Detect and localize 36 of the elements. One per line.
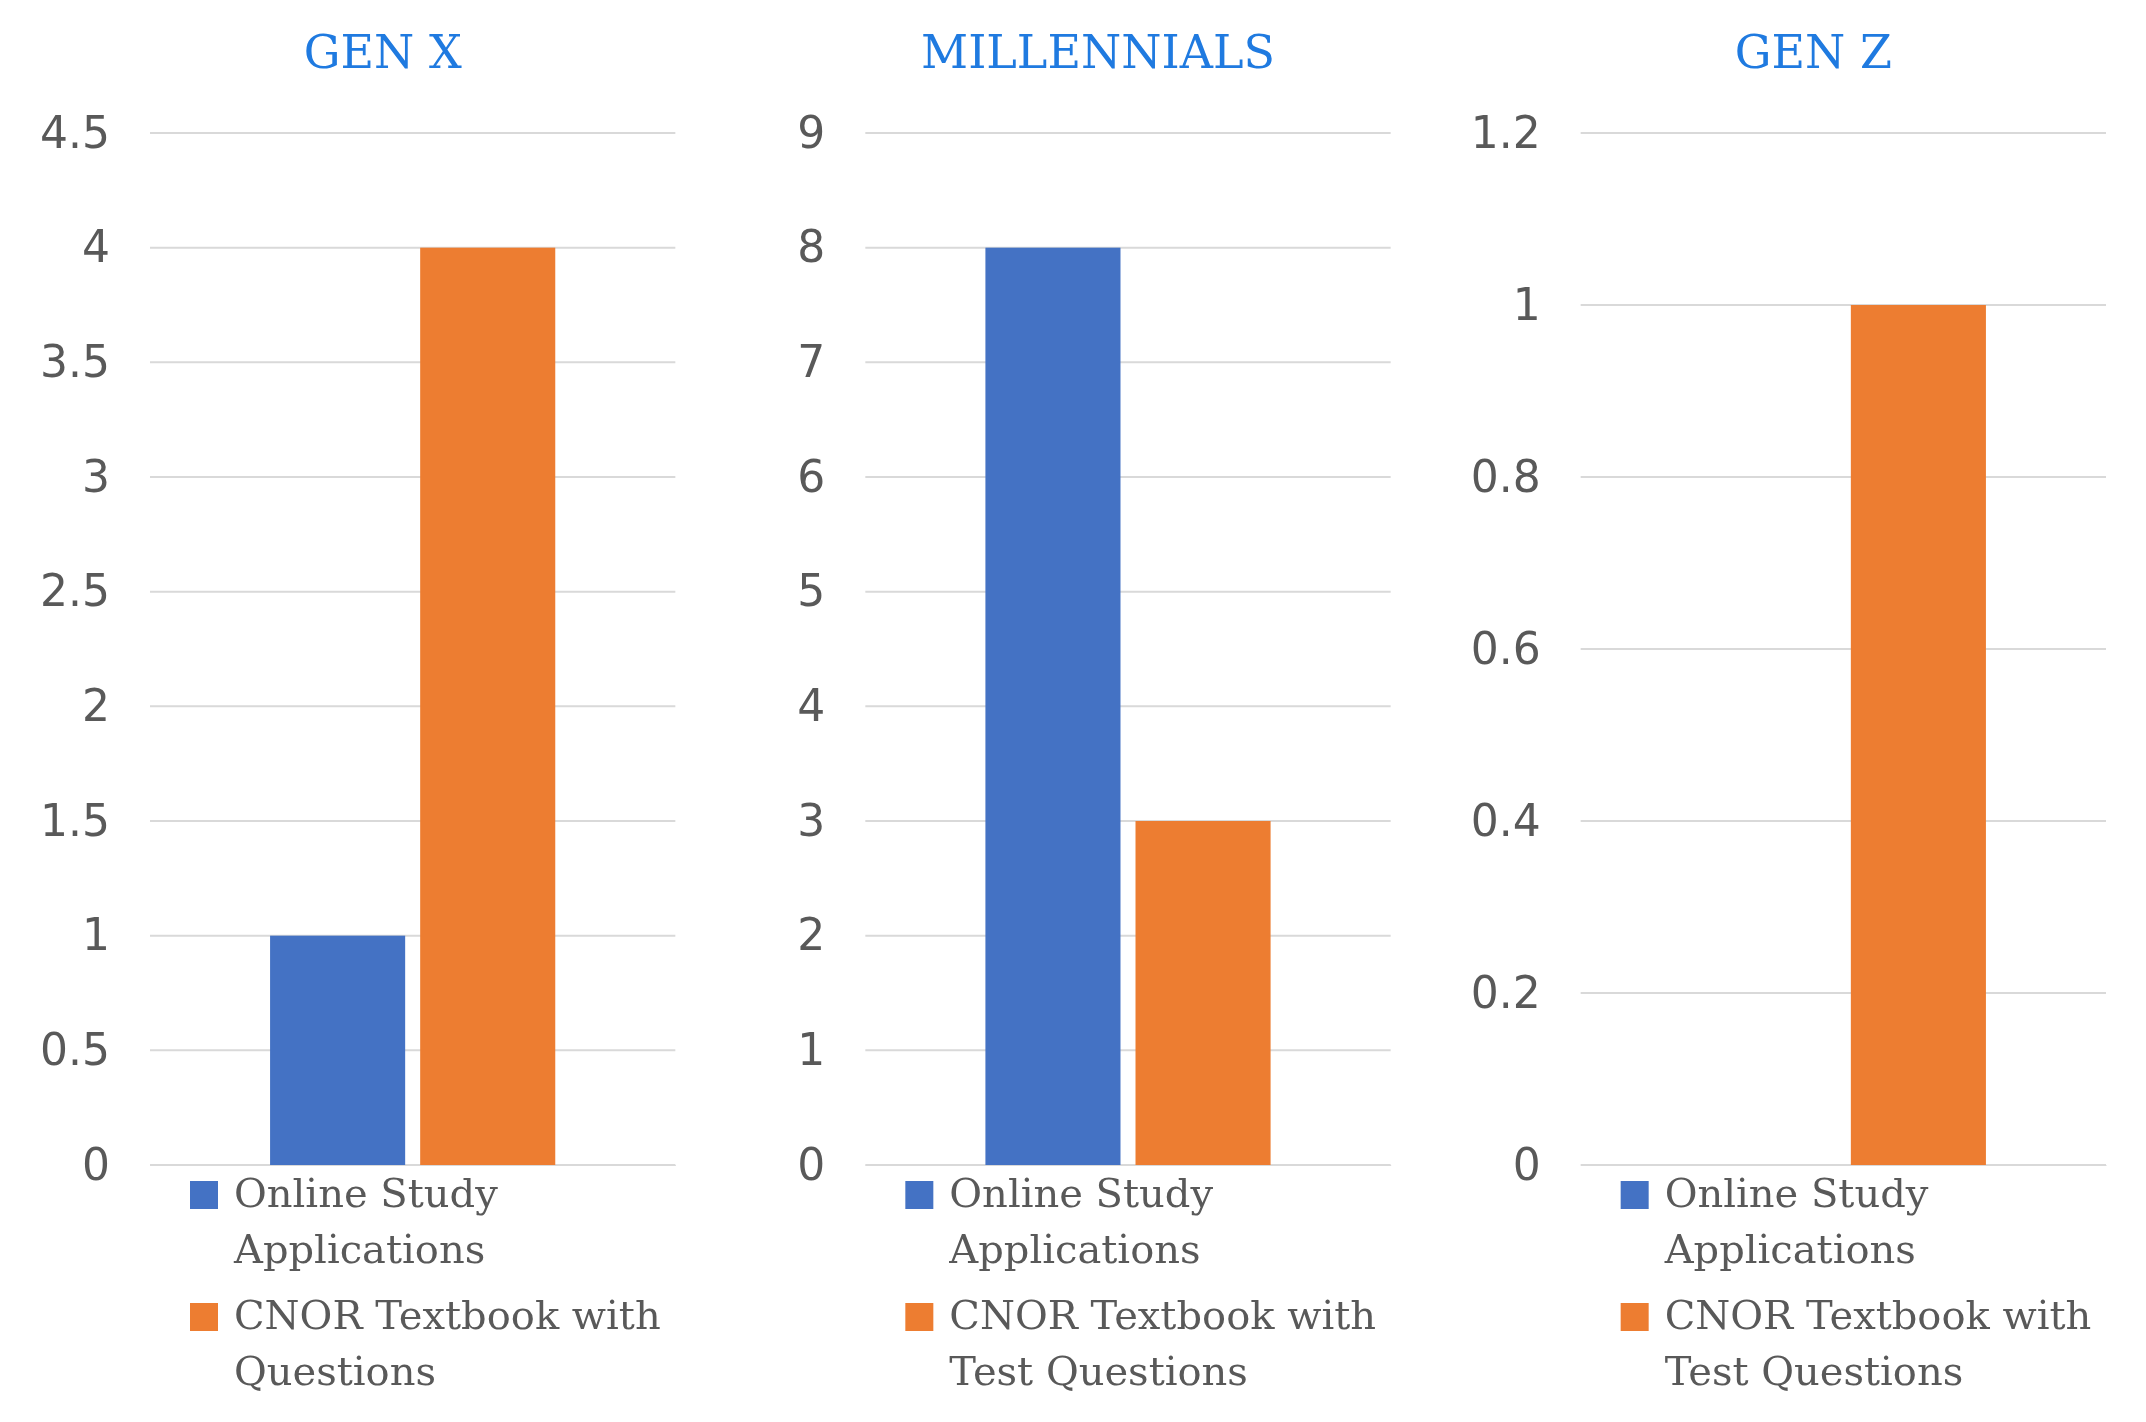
legend-label: Online Study Applications — [233, 1170, 499, 1272]
legend-label: Online Study Applications — [1663, 1170, 1929, 1272]
y-tick-label: 3 — [797, 794, 826, 846]
y-tick-label: 9 — [797, 106, 826, 158]
y-tick-label: 1 — [797, 1023, 826, 1075]
chart-title: GEN Z — [1734, 25, 1892, 79]
y-tick-label: 0.6 — [1470, 622, 1541, 674]
y-tick-label: 3 — [82, 450, 110, 502]
y-tick-label: 0.8 — [1470, 450, 1541, 502]
y-tick-label: 0 — [82, 1138, 110, 1190]
legend-label: CNOR Textbook with Questions — [234, 1292, 661, 1394]
y-tick-label: 4.5 — [40, 106, 110, 158]
chart-title: MILLENNIALS — [921, 25, 1275, 79]
y-tick-label: 2 — [82, 679, 110, 731]
y-tick-label: 5 — [797, 565, 826, 617]
y-tick-label: 6 — [797, 450, 826, 502]
y-tick-label: 7 — [797, 335, 826, 387]
y-tick-label: 1 — [1512, 278, 1541, 330]
y-tick-label: 1.5 — [40, 794, 110, 846]
y-tick-label: 2.5 — [40, 565, 110, 617]
legend-label: Online Study Applications — [948, 1170, 1214, 1272]
y-tick-label: 4 — [82, 221, 110, 273]
y-tick-label: 2 — [797, 909, 826, 961]
legend-label: CNOR Textbook with Test Questions — [1664, 1292, 2092, 1394]
legend-label: CNOR Textbook with Test Questions — [949, 1292, 1377, 1394]
y-tick-label: 1.2 — [1470, 106, 1541, 158]
y-tick-label: 0.5 — [40, 1023, 110, 1075]
y-tick-label: 8 — [797, 221, 826, 273]
y-tick-label: 1 — [82, 909, 110, 961]
y-tick-label: 0.4 — [1470, 794, 1541, 846]
y-tick-label: 0 — [797, 1138, 826, 1190]
y-tick-label: 0 — [1512, 1138, 1541, 1190]
y-tick-label: 4 — [797, 679, 826, 731]
y-tick-label: 0.2 — [1470, 966, 1541, 1018]
chart-title: GEN X — [303, 25, 462, 79]
y-tick-label: 3.5 — [40, 335, 110, 387]
